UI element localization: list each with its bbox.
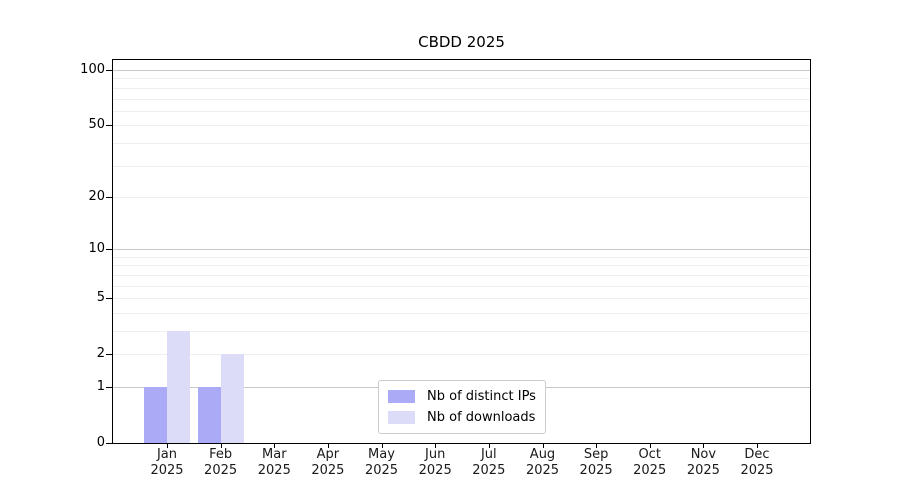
x-tick-label-jan: Jan 2025 [127, 447, 207, 479]
x-tick-apr [327, 444, 329, 448]
y-tick-label-50: 50 [88, 117, 105, 133]
x-label-year: 2025 [418, 463, 452, 478]
x-label-month: Aug [529, 447, 556, 462]
x-tick-label-mar: Mar 2025 [234, 447, 314, 479]
chart-title: CBDD 2025 [418, 33, 505, 51]
y-tick-label-0: 0 [96, 435, 105, 450]
x-label-month: Apr [316, 447, 340, 462]
x-tick-jan [167, 444, 168, 448]
gridline-minor-40 [113, 142, 810, 144]
gridline-minor-3 [113, 331, 810, 332]
y-tick-0 [106, 443, 112, 444]
gridline-minor-5 [113, 298, 810, 300]
x-label-month: Nov [690, 447, 717, 462]
x-tick-jul [488, 444, 490, 448]
bar-downloads-feb [220, 354, 244, 443]
legend-item-downloads: Nb of downloads [388, 407, 536, 428]
x-label-year: 2025 [150, 463, 184, 478]
gridline-minor-8 [113, 265, 810, 267]
x-tick-mar [274, 444, 276, 448]
y-tick-label-2: 2 [96, 346, 105, 362]
bar-downloads-jan [167, 331, 190, 443]
x-label-month: May [368, 447, 395, 462]
x-label-month: Dec [744, 447, 770, 462]
gridline-major-100 [113, 70, 810, 71]
y-tick-label-10: 10 [88, 241, 105, 257]
x-tick-oct [649, 444, 651, 448]
bar-distinct-ips-feb [197, 387, 221, 443]
x-tick-label-aug: Aug 2025 [503, 447, 583, 479]
y-tick-10 [106, 249, 112, 251]
x-label-month: Mar [262, 447, 287, 462]
bar-distinct-ips-jan [144, 387, 167, 443]
gridline-minor-4 [113, 312, 810, 314]
legend-swatch-downloads [388, 411, 415, 424]
x-tick-label-oct: Oct 2025 [610, 447, 690, 479]
gridline-minor-90 [113, 78, 810, 80]
x-tick-label-jun: Jun 2025 [395, 447, 475, 479]
x-tick-label-feb: Feb 2025 [181, 447, 261, 479]
gridline-minor-50 [113, 125, 810, 127]
x-tick-label-sep: Sep 2025 [556, 447, 636, 479]
x-label-year: 2025 [364, 463, 399, 478]
x-tick-label-jul: Jul 2025 [449, 447, 529, 479]
gridline-minor-2 [113, 354, 810, 356]
x-tick-may [381, 444, 383, 448]
x-label-month: Oct [638, 447, 661, 462]
x-label-month: Sep [583, 447, 609, 462]
gridline-minor-60 [113, 110, 810, 112]
gridline-minor-30 [113, 165, 810, 167]
x-tick-label-may: May 2025 [342, 447, 422, 479]
x-tick-feb [220, 444, 222, 448]
legend: Nb of distinct IPs Nb of downloads [378, 380, 546, 434]
y-tick-100 [106, 70, 112, 71]
x-tick-aug [542, 444, 544, 448]
y-tick-5 [106, 298, 112, 300]
x-label-month: Jul [480, 447, 497, 462]
y-tick-50 [106, 125, 112, 127]
gridline-minor-9 [113, 256, 810, 258]
legend-label-downloads: Nb of downloads [427, 410, 536, 425]
legend-label-distinct-ips: Nb of distinct IPs [427, 389, 536, 404]
gridline-minor-20 [113, 196, 810, 198]
gridline-major-10 [113, 249, 810, 251]
y-tick-2 [106, 354, 112, 356]
x-tick-label-dec: Dec 2025 [717, 447, 797, 479]
x-tick-label-nov: Nov 2025 [663, 447, 743, 479]
x-label-year: 2025 [579, 463, 613, 478]
gridline-minor-80 [113, 87, 810, 89]
x-label-year: 2025 [686, 463, 720, 478]
y-tick-label-1: 1 [96, 379, 105, 394]
plot-area: Nb of distinct IPs Nb of downloads [113, 60, 810, 443]
x-label-year: 2025 [257, 463, 291, 478]
gridline-minor-6 [113, 285, 810, 287]
x-tick-jun [435, 444, 437, 448]
gridline-minor-7 [113, 274, 810, 276]
y-tick-label-20: 20 [88, 188, 105, 204]
y-tick-20 [106, 196, 112, 198]
x-label-year: 2025 [311, 463, 345, 478]
y-tick-1 [106, 387, 112, 388]
x-label-year: 2025 [204, 463, 238, 478]
x-tick-sep [596, 444, 598, 448]
x-label-month: Feb [209, 447, 233, 462]
legend-item-distinct-ips: Nb of distinct IPs [388, 386, 536, 407]
gridline-minor-70 [113, 98, 810, 100]
x-label-year: 2025 [740, 463, 774, 478]
y-tick-label-100: 100 [80, 62, 105, 77]
legend-swatch-distinct-ips [388, 390, 415, 403]
x-label-month: Jan [156, 447, 178, 462]
x-label-month: Jun [425, 447, 446, 462]
x-label-year: 2025 [633, 463, 667, 478]
x-label-year: 2025 [525, 463, 560, 478]
x-label-year: 2025 [472, 463, 506, 478]
y-tick-label-5: 5 [96, 290, 105, 306]
x-tick-dec [757, 444, 758, 448]
x-tick-label-apr: Apr 2025 [288, 447, 368, 479]
x-tick-nov [703, 444, 705, 448]
